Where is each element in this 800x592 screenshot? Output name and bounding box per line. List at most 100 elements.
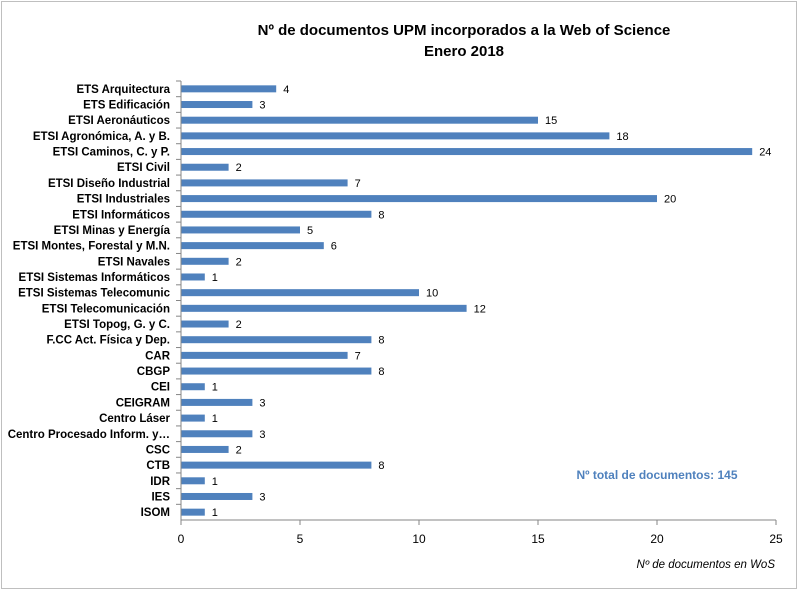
data-label-22: 3: [259, 429, 265, 441]
category-label-13: ETSI Sistemas Telecomunic: [18, 288, 171, 300]
data-label-0: 4: [283, 84, 289, 96]
bar-3: [181, 132, 610, 140]
data-label-2: 15: [545, 115, 557, 127]
data-label-25: 1: [212, 476, 218, 488]
data-label-14: 12: [474, 303, 486, 315]
data-label-19: 1: [212, 382, 218, 394]
category-label-26: IES: [151, 491, 170, 503]
category-label-22: Centro Procesado Inform. y…: [8, 429, 170, 441]
data-label-23: 2: [236, 444, 242, 456]
category-label-20: CEIGRAM: [116, 397, 170, 409]
data-label-11: 2: [236, 256, 242, 268]
data-label-1: 3: [259, 100, 265, 112]
bar-5: [181, 163, 229, 171]
category-label-11: ETSI Navales: [98, 256, 170, 268]
data-labels: 4 3 15 18 24 2 7 20 8 5 6 2 1 10 12 2 8 7 8 1 3 1 3 2 8 1 3 1: [212, 84, 772, 519]
bar-2: [181, 116, 538, 124]
x-tick-label-2: 10: [412, 532, 426, 546]
bar-27: [181, 508, 205, 516]
category-label-10: ETSI Montes, Forestal y M.N.: [13, 241, 170, 253]
category-labels: ETS Arquitectura ETS Edificación ETSI Aero…: [8, 80, 181, 519]
category-label-5: ETSI Civil: [117, 162, 170, 174]
category-label-6: ETSI Diseño Industrial: [48, 178, 170, 190]
data-label-6: 7: [355, 178, 361, 190]
x-tick-label-0: 0: [178, 532, 185, 546]
data-label-20: 3: [259, 397, 265, 409]
x-axis-label: Nº de documentos en WoS: [637, 559, 776, 571]
category-label-17: CAR: [145, 350, 171, 362]
x-tick-label-4: 20: [650, 532, 664, 546]
category-label-18: CBGP: [137, 366, 171, 378]
bar-11: [181, 257, 229, 265]
data-label-3: 18: [616, 131, 628, 143]
bar-15: [181, 320, 229, 328]
bar-19: [181, 383, 205, 391]
category-label-14: ETSI Telecomunicación: [42, 303, 170, 315]
bar-9: [181, 226, 300, 234]
data-label-8: 8: [378, 209, 384, 221]
x-tick-label-3: 15: [531, 532, 545, 546]
bar-1: [181, 101, 253, 109]
category-label-4: ETSI Caminos, C. y P.: [53, 147, 170, 159]
data-label-12: 1: [212, 272, 218, 284]
category-label-3: ETSI Agronómica, A. y B.: [33, 131, 170, 143]
bar-21: [181, 414, 205, 422]
bar-26: [181, 492, 253, 500]
x-tick-label-1: 5: [297, 532, 304, 546]
bar-13: [181, 289, 419, 297]
category-label-1: ETS Edificación: [83, 100, 170, 112]
data-label-5: 2: [236, 162, 242, 174]
category-label-8: ETSI Informáticos: [72, 209, 170, 221]
bar-25: [181, 477, 205, 485]
bar-0: [181, 85, 277, 93]
data-label-16: 8: [378, 335, 384, 347]
bar-10: [181, 242, 324, 250]
category-label-9: ETSI Minas y Energía: [54, 225, 171, 237]
category-label-0: ETS Arquitectura: [76, 84, 170, 96]
category-label-7: ETSI Industriales: [77, 194, 170, 206]
category-label-15: ETSI Topog, G. y C.: [64, 319, 170, 331]
category-label-27: ISOM: [141, 507, 170, 519]
category-label-25: IDR: [150, 476, 171, 488]
bar-6: [181, 179, 348, 187]
data-label-26: 3: [259, 491, 265, 503]
category-label-19: CEI: [151, 382, 170, 394]
category-label-12: ETSI Sistemas Informáticos: [19, 272, 170, 284]
bar-23: [181, 445, 229, 453]
bar-14: [181, 304, 467, 312]
x-tick-label-5: 25: [769, 532, 783, 546]
data-label-24: 8: [378, 460, 384, 472]
data-label-4: 24: [759, 147, 771, 159]
bar-17: [181, 351, 348, 359]
bar-16: [181, 336, 372, 344]
category-label-24: CTB: [146, 460, 170, 472]
category-label-21: Centro Láser: [99, 413, 170, 425]
data-label-7: 20: [664, 194, 676, 206]
data-label-17: 7: [355, 350, 361, 362]
category-label-2: ETSI Aeronáuticos: [68, 115, 170, 127]
total-documents-annotation: Nº total de documentos: 145: [576, 468, 737, 482]
bars-group: [181, 85, 753, 516]
chart-title: Nº de documentos UPM incorporados a la W…: [258, 22, 671, 39]
bar-24: [181, 461, 372, 469]
bar-22: [181, 430, 253, 438]
data-label-13: 10: [426, 288, 438, 300]
data-label-18: 8: [378, 366, 384, 378]
x-axis-ticks: 0 5 10 15 20 25: [178, 520, 783, 546]
bar-7: [181, 195, 657, 203]
bar-12: [181, 273, 205, 281]
data-label-9: 5: [307, 225, 313, 237]
data-label-10: 6: [331, 241, 337, 253]
data-label-15: 2: [236, 319, 242, 331]
data-label-21: 1: [212, 413, 218, 425]
bar-18: [181, 367, 372, 375]
bar-8: [181, 210, 372, 218]
bar-4: [181, 148, 753, 156]
category-label-23: CSC: [146, 444, 170, 456]
data-label-27: 1: [212, 507, 218, 519]
chart-subtitle: Enero 2018: [424, 43, 504, 60]
category-label-16: F.CC Act. Física y Dep.: [46, 335, 170, 347]
bar-20: [181, 398, 253, 406]
